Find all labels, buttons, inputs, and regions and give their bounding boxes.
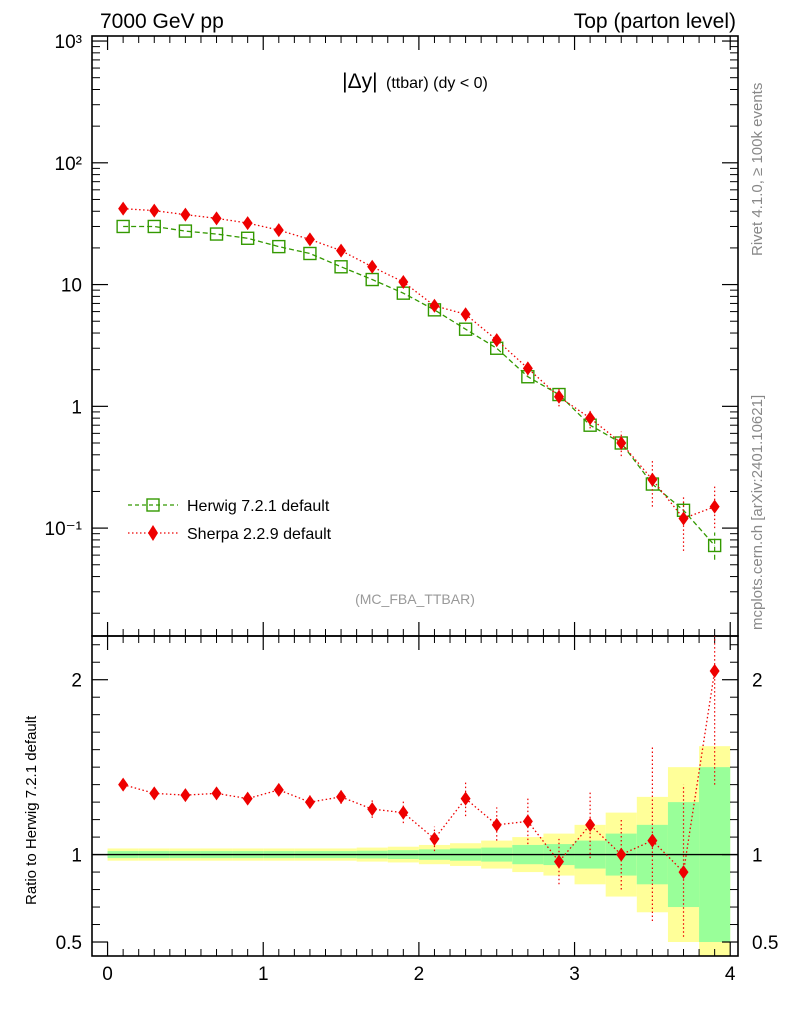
ratio-y-tick-label-right: 0.5 bbox=[752, 933, 778, 954]
ratio-point-sherpa bbox=[367, 802, 378, 817]
ratio-series-group bbox=[118, 636, 720, 937]
ratio-point-sherpa bbox=[273, 782, 284, 797]
ratio-y-tick-label: 1 bbox=[71, 846, 82, 867]
side-mcplots-label: mcplots.cern.ch [arXiv:2401.10621] bbox=[749, 395, 766, 630]
main-point-sherpa bbox=[180, 207, 191, 222]
ratio-point-sherpa bbox=[491, 817, 502, 832]
ratio-point-sherpa bbox=[709, 663, 720, 678]
ratio-line bbox=[122, 670, 716, 874]
legend-herwig-marker bbox=[146, 498, 160, 512]
main-point-sherpa bbox=[585, 411, 596, 426]
header-right: Top (parton level) bbox=[574, 10, 736, 33]
chart-title-rest: (ttbar) (dy < 0) bbox=[386, 75, 488, 92]
main-y-tick-label: 10⁻¹ bbox=[45, 519, 83, 540]
main-point-herwig bbox=[178, 224, 193, 238]
main-y-tick-label: 10² bbox=[55, 154, 82, 175]
x-tick-label: 1 bbox=[258, 964, 269, 985]
main-point-sherpa bbox=[242, 216, 253, 231]
ratio-uncertainty-bands bbox=[92, 746, 738, 956]
main-frame bbox=[91, 35, 739, 637]
main-point-sherpa bbox=[211, 211, 222, 226]
main-y-tick-label: 10³ bbox=[55, 32, 82, 53]
side-rivet-label: Rivet 4.1.0, ≥ 100k events bbox=[749, 83, 766, 256]
ratio-point-sherpa bbox=[522, 814, 533, 829]
ratio-point-sherpa bbox=[585, 817, 596, 832]
legend-sherpa-label: Sherpa 2.2.9 default bbox=[187, 526, 332, 543]
main-series-group bbox=[116, 201, 722, 560]
main-point-sherpa bbox=[491, 333, 502, 348]
main-y-tick-label: 1 bbox=[71, 397, 82, 418]
ratio-point-sherpa bbox=[304, 795, 315, 810]
header-left: 7000 GeV pp bbox=[100, 10, 224, 33]
main-point-herwig bbox=[240, 231, 255, 245]
series-line-0 bbox=[123, 225, 716, 546]
ratio-point-sherpa bbox=[460, 791, 471, 806]
main-point-sherpa bbox=[304, 232, 315, 247]
x-tick-label: 0 bbox=[102, 964, 113, 985]
ratio-point-sherpa bbox=[616, 847, 627, 862]
analysis-label: (MC_FBA_TTBAR) bbox=[355, 591, 475, 607]
main-point-sherpa bbox=[118, 201, 129, 216]
ratio-point-sherpa bbox=[647, 833, 658, 848]
ratio-point-sherpa bbox=[336, 789, 347, 804]
ratio-y-axis-label: Ratio to Herwig 7.2.1 default bbox=[23, 715, 40, 905]
ratio-point-sherpa bbox=[242, 791, 253, 806]
main-point-sherpa bbox=[616, 435, 627, 450]
main-point-sherpa bbox=[149, 203, 160, 218]
main-point-sherpa bbox=[429, 298, 440, 313]
ratio-y-tick-label: 0.5 bbox=[56, 933, 82, 954]
legend-sherpa-marker bbox=[148, 525, 158, 541]
main-point-sherpa bbox=[553, 389, 564, 404]
ratio-point-sherpa bbox=[211, 786, 222, 801]
axes-ticks: 0 1 2 3 4 10⁻¹ 1 10 10² 10³ 0.5 0.5 1 1 2 2 bbox=[45, 32, 779, 985]
ratio-point-sherpa bbox=[429, 831, 440, 846]
ratio-point-sherpa bbox=[149, 786, 160, 801]
ratio-point-sherpa bbox=[118, 777, 129, 792]
main-point-sherpa bbox=[522, 361, 533, 376]
main-point-sherpa bbox=[398, 274, 409, 289]
main-point-sherpa bbox=[678, 511, 689, 526]
ratio-y-tick-label-right: 2 bbox=[752, 671, 763, 692]
main-point-herwig bbox=[147, 219, 161, 234]
ratio-point-sherpa bbox=[180, 788, 191, 803]
chart-title-symbol: |Δy| bbox=[342, 70, 377, 93]
main-point-herwig bbox=[116, 219, 130, 234]
chart-title: |Δy| (ttbar) (dy < 0) bbox=[342, 70, 488, 93]
main-point-herwig bbox=[272, 239, 286, 254]
main-point-sherpa bbox=[273, 223, 284, 238]
main-point-sherpa bbox=[336, 243, 347, 258]
main-point-sherpa bbox=[460, 307, 471, 322]
main-point-herwig bbox=[209, 227, 224, 241]
ratio-point-sherpa bbox=[678, 865, 689, 880]
ratio-point-sherpa bbox=[553, 854, 564, 869]
main-point-herwig bbox=[334, 260, 348, 274]
x-tick-label: 4 bbox=[725, 964, 736, 985]
ratio-y-tick-label-right: 1 bbox=[752, 846, 763, 867]
main-point-sherpa bbox=[647, 472, 658, 487]
ratio-frame bbox=[91, 635, 739, 957]
x-tick-label: 3 bbox=[569, 964, 580, 985]
main-point-herwig bbox=[303, 246, 317, 261]
series-line-1 bbox=[123, 208, 715, 520]
legend-herwig-label: Herwig 7.2.1 default bbox=[187, 498, 330, 515]
main-point-sherpa bbox=[709, 499, 720, 514]
ratio-point-sherpa bbox=[398, 805, 409, 820]
main-point-herwig bbox=[458, 322, 473, 336]
ratio-y-tick-label: 2 bbox=[71, 671, 82, 692]
main-point-sherpa bbox=[367, 259, 378, 274]
main-y-tick-label: 10 bbox=[61, 276, 82, 297]
x-tick-label: 2 bbox=[414, 964, 425, 985]
legend: Herwig 7.2.1 default Sherpa 2.2.9 defaul… bbox=[128, 498, 332, 543]
main-point-herwig bbox=[707, 538, 722, 553]
